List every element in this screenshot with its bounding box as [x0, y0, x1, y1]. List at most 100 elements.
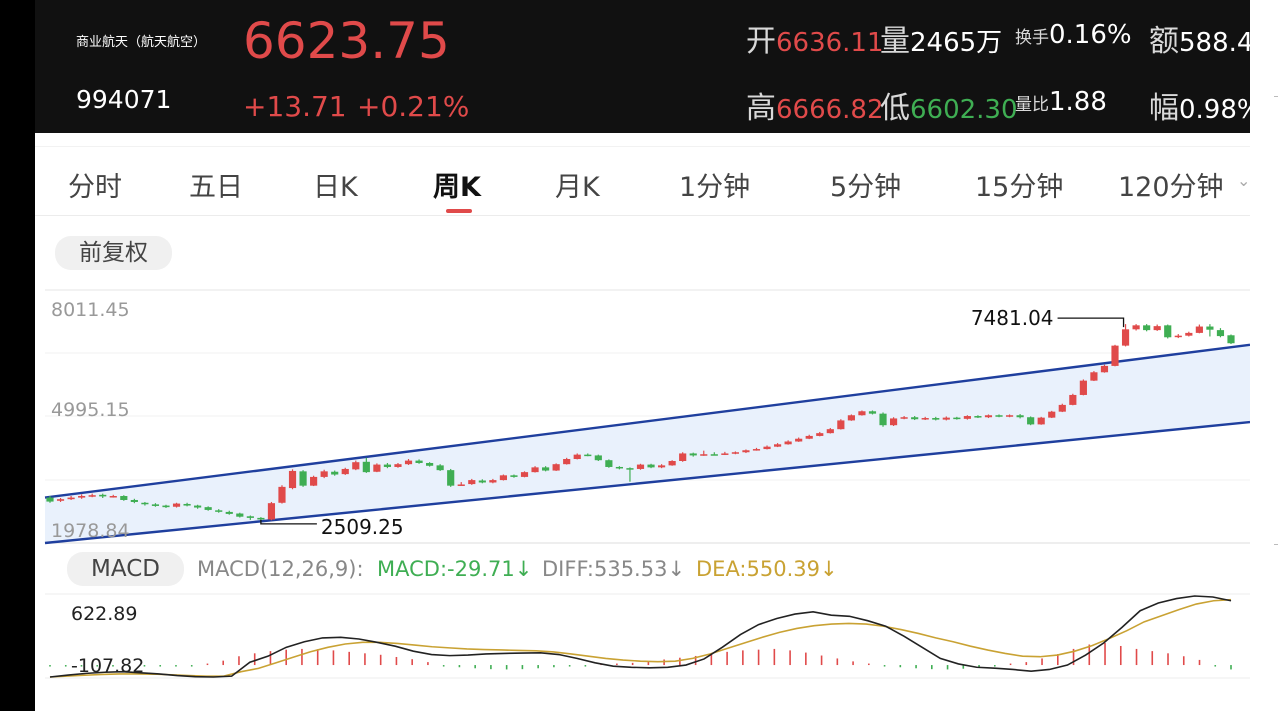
tab-15min[interactable]: 15分钟 — [975, 172, 1064, 203]
candle-body — [236, 513, 244, 517]
dea-value-text: DEA:550.39 — [696, 557, 820, 581]
candle-body — [352, 462, 360, 470]
candle-body — [847, 415, 855, 421]
candle-body — [584, 454, 592, 457]
candle-body — [942, 417, 950, 420]
candle-body — [141, 502, 149, 505]
amplitude-value: 0.98% — [1179, 95, 1250, 125]
candle-body — [1185, 332, 1193, 336]
candle-body — [1132, 325, 1140, 330]
kline-chart[interactable]: 8011.45 4995.15 1978.84 7481.04 2509.25 … — [35, 0, 1250, 711]
candle-body — [1164, 325, 1172, 338]
macd-value: MACD:-29.71↓ — [377, 557, 532, 581]
candle-body — [1005, 415, 1014, 417]
candle-body — [552, 464, 560, 471]
min-price-label: 2509.25 — [321, 515, 404, 539]
candle-body — [1027, 417, 1035, 425]
candle-body — [499, 475, 508, 481]
candle-body — [373, 464, 381, 472]
candle-body — [932, 418, 940, 420]
open-label: 开 — [746, 24, 776, 59]
candle-body — [151, 504, 160, 506]
candle-body — [341, 468, 349, 475]
tab-five-day[interactable]: 五日 — [189, 172, 243, 203]
stat-low: 低6602.30 — [880, 83, 1018, 127]
macd-y-top: 622.89 — [71, 603, 137, 625]
candle-body — [911, 417, 919, 420]
candle-body — [689, 453, 697, 456]
candle-body — [742, 450, 750, 453]
candle-body — [1153, 326, 1161, 331]
candle-body — [805, 435, 813, 439]
volume-ratio-label: 量比 — [1015, 95, 1049, 115]
price-change-pct: +0.21% — [357, 90, 470, 123]
candle-body — [573, 454, 581, 460]
candle-body — [109, 496, 117, 498]
candle-body — [215, 510, 223, 512]
candle-body — [858, 411, 866, 416]
tab-5min[interactable]: 5分钟 — [830, 172, 902, 203]
tab-intraday[interactable]: 分时 — [68, 172, 122, 203]
candle-body — [436, 465, 444, 471]
tab-daily-k[interactable]: 日K — [313, 172, 358, 203]
app-window: 商业航天（航天航空） 994071 6623.75 +13.71 +0.21% … — [35, 0, 1250, 711]
index-name: 商业航天（航天航空） — [76, 35, 207, 50]
macd-down-arrow-icon: ↓ — [514, 557, 533, 581]
chevron-down-icon[interactable]: ⌄ — [1237, 171, 1250, 190]
stat-amount: 额588.4 — [1149, 16, 1250, 60]
stat-volume-ratio: 量比1.88 — [1015, 87, 1107, 117]
candle-body — [183, 503, 191, 506]
y-tick-bottom: 1978.84 — [51, 520, 130, 542]
candle-body — [1058, 404, 1066, 412]
candle-body — [99, 494, 107, 497]
candle-body — [1037, 417, 1045, 425]
diff-value: DIFF:535.53↓ — [542, 557, 685, 581]
tab-1min[interactable]: 1分钟 — [679, 172, 751, 203]
period-tabs: 分时 五日 日K 周K 月K 1分钟 5分钟 15分钟 120分钟 ⌄ — [35, 146, 1250, 216]
tab-120min[interactable]: 120分钟 — [1118, 172, 1224, 203]
quote-header: 商业航天（航天航空） 994071 6623.75 +13.71 +0.21% … — [35, 0, 1250, 133]
candle-body — [46, 497, 54, 502]
channel-fill — [45, 344, 1250, 543]
candle-body — [310, 476, 318, 486]
candle-body — [605, 460, 613, 467]
adjust-button[interactable]: 前复权 — [55, 236, 172, 270]
candle-body — [278, 486, 286, 503]
candle-body — [78, 496, 86, 498]
candle-body — [816, 433, 824, 436]
volume-ratio-value: 1.88 — [1049, 87, 1107, 117]
amount-value: 588.4 — [1179, 28, 1250, 58]
candle-body — [120, 496, 128, 500]
candle-body — [837, 420, 845, 430]
candle-body — [963, 416, 971, 419]
stat-high: 高6666.82 — [746, 83, 884, 127]
candle-body — [320, 471, 328, 477]
channel-upper-line — [44, 343, 1250, 499]
candle-body — [826, 429, 834, 434]
y-tick-mid: 4995.15 — [51, 399, 130, 421]
candle-body — [636, 464, 645, 469]
candle-body — [225, 511, 233, 514]
macd-layer — [49, 595, 1232, 678]
candle-body — [700, 454, 708, 456]
candle-body — [1048, 411, 1056, 418]
candle-body — [1206, 326, 1214, 330]
tab-monthly-k[interactable]: 月K — [555, 172, 600, 203]
candle-body — [468, 480, 476, 485]
candle-body — [172, 503, 181, 507]
candle-body — [1143, 325, 1151, 331]
stat-turnover: 换手0.16% — [1015, 20, 1132, 50]
candle-body — [194, 505, 202, 508]
candle-body — [246, 516, 254, 518]
candle-body — [647, 464, 655, 468]
candle-body — [130, 499, 138, 502]
tab-weekly-k[interactable]: 周K — [433, 172, 481, 203]
candle-body — [921, 418, 929, 420]
macd-y-bottom: -107.82 — [71, 655, 144, 677]
macd-indicator-button[interactable]: MACD — [67, 552, 184, 586]
candle-body — [974, 416, 982, 418]
candle-body — [288, 470, 297, 489]
candle-body — [626, 468, 634, 470]
candle-body — [520, 472, 529, 477]
max-marker-line — [1057, 317, 1125, 328]
